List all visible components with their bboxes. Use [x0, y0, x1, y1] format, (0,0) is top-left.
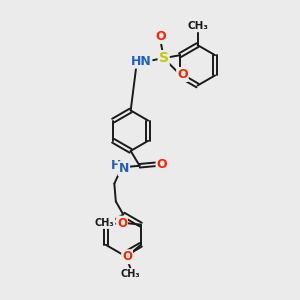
Text: H: H [111, 159, 121, 172]
Text: S: S [159, 51, 169, 65]
Text: N: N [119, 162, 129, 175]
Text: CH₃: CH₃ [121, 269, 140, 279]
Text: HN: HN [131, 55, 152, 68]
Text: CH₃: CH₃ [187, 21, 208, 32]
Text: CH₃: CH₃ [95, 218, 115, 228]
Text: O: O [177, 68, 188, 81]
Text: O: O [157, 158, 167, 171]
Text: O: O [155, 30, 166, 43]
Text: O: O [122, 250, 132, 263]
Text: O: O [117, 217, 127, 230]
